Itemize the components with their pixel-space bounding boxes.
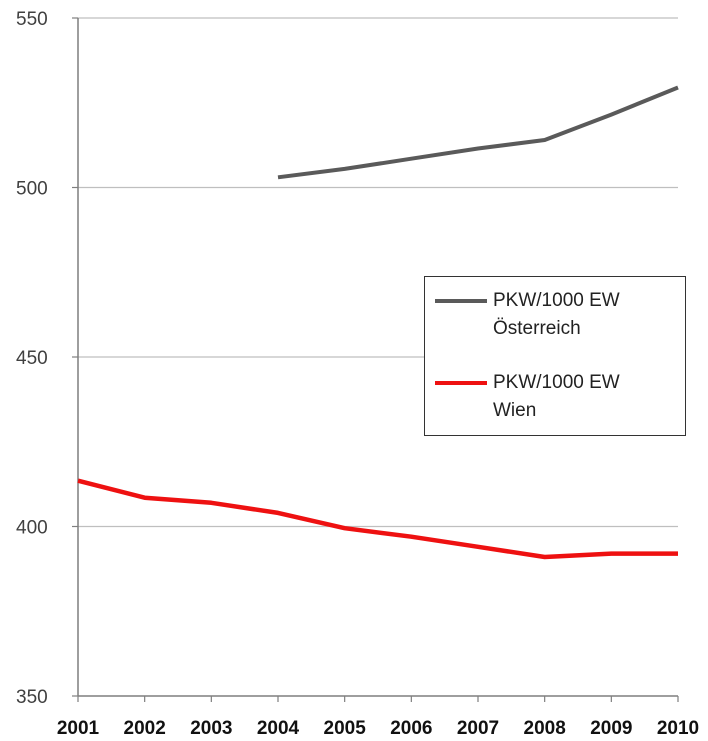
legend-swatch-austria xyxy=(435,299,487,303)
x-tick-label: 2001 xyxy=(57,718,100,739)
legend-label-austria: PKW/1000 EW Österreich xyxy=(493,290,620,339)
y-tick-label: 450 xyxy=(16,348,48,369)
x-tick-label: 2005 xyxy=(324,718,367,739)
x-tick-label: 2008 xyxy=(524,718,566,739)
x-tick-labels: 2001 2002 2003 2004 2005 2006 2007 2008 2009 2010 xyxy=(57,718,699,739)
series-line-0 xyxy=(277,85,679,180)
axes xyxy=(72,17,679,702)
legend-item-austria: PKW/1000 EW Österreich xyxy=(435,287,620,343)
gridlines xyxy=(78,17,678,528)
x-tick-label: 2009 xyxy=(590,718,632,739)
y-tick-label: 500 xyxy=(16,179,48,200)
x-tick-label: 2003 xyxy=(190,718,232,739)
legend-item-vienna: PKW/1000 EW Wien xyxy=(435,369,620,425)
x-tick-label: 2006 xyxy=(390,718,432,739)
y-tick-label: 400 xyxy=(16,518,48,539)
legend-swatch-vienna xyxy=(435,381,487,385)
y-tick-label: 550 xyxy=(16,9,48,30)
legend: PKW/1000 EW Österreich PKW/1000 EW Wien xyxy=(424,276,686,436)
y-tick-labels: 350 400 450 500 550 xyxy=(16,9,48,708)
series-lines xyxy=(77,85,679,560)
x-tick-label: 2007 xyxy=(457,718,499,739)
x-tick-label: 2010 xyxy=(657,718,699,739)
x-tick-label: 2002 xyxy=(124,718,166,739)
legend-label-vienna: PKW/1000 EW Wien xyxy=(493,372,620,421)
series-line-1 xyxy=(77,478,678,560)
x-tick-label: 2004 xyxy=(257,718,300,739)
y-tick-label: 350 xyxy=(16,687,48,708)
